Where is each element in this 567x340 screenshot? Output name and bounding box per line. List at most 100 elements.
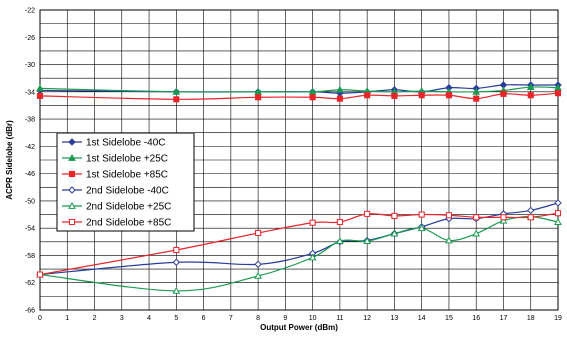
data-point: [308, 87, 317, 95]
data-point: [363, 237, 372, 245]
x-tick-label: 2: [93, 315, 97, 322]
y-tick-label: -46: [25, 171, 35, 178]
legend-marker: [68, 153, 76, 161]
legend: 1st Sidelobe -40C 1st Sidelobe +25C 1st Si…: [56, 132, 195, 232]
x-tick-label: 5: [174, 315, 178, 322]
legend-item: 1st Sidelobe +25C: [62, 154, 168, 165]
legend-label: 2nd Sidelobe +85C: [86, 218, 171, 229]
y-tick-labels: -22 -26 -30 -34 -38 -42 -46 -50 -54 -58 -62 -66: [25, 8, 35, 315]
data-point: [499, 216, 508, 224]
y-tick-label: -30: [25, 62, 35, 69]
data-point: [254, 260, 262, 269]
data-point: [172, 258, 181, 266]
data-point: [418, 92, 425, 99]
x-tick-label: 4: [147, 315, 151, 322]
series-5: [36, 210, 562, 278]
data-point: [254, 271, 262, 279]
data-point: [391, 92, 398, 99]
data-point: [554, 218, 562, 225]
y-tick-label: -42: [25, 144, 35, 151]
y-tick-label: -26: [25, 35, 35, 42]
data-point: [336, 218, 343, 226]
grid-lines: [40, 10, 558, 310]
legend-box: [56, 132, 195, 232]
legend-item: 2nd Sidelobe -40C: [62, 186, 169, 197]
data-point: [554, 199, 562, 207]
x-tick-label: 12: [363, 315, 371, 322]
plot-frame: [39, 9, 559, 311]
data-point: [500, 214, 507, 221]
y-tick-label: -62: [25, 280, 35, 287]
data-point: [309, 94, 316, 101]
x-tick-label: 15: [445, 315, 453, 322]
data-point: [417, 224, 426, 232]
legend-label: 2nd Sidelobe +25C: [86, 202, 171, 213]
data-point: [473, 214, 480, 221]
data-point: [473, 95, 480, 102]
data-point: [500, 90, 507, 97]
x-tick-label: 14: [418, 315, 426, 322]
data-point: [336, 237, 344, 245]
x-tick-label: 1: [65, 315, 69, 322]
y-tick-label: -58: [25, 253, 35, 260]
data-point: [527, 92, 534, 99]
data-point: [36, 271, 44, 278]
x-tick-label: 3: [120, 315, 124, 322]
legend-marker: [68, 138, 76, 146]
data-point: [309, 219, 316, 226]
y-tick-label: -50: [25, 198, 35, 205]
data-point: [445, 236, 453, 244]
data-point: [390, 229, 399, 237]
legend-label: 1st Sidelobe -40C: [86, 138, 166, 149]
x-tick-label: 17: [500, 315, 508, 322]
x-tick-label: 18: [527, 315, 535, 322]
data-point: [418, 211, 425, 218]
legend-item: 2nd Sidelobe +25C: [62, 202, 171, 213]
data-point: [308, 253, 317, 261]
legend-label: 2nd Sidelobe -40C: [86, 186, 169, 197]
legend-item: 1st Sidelobe -40C: [62, 138, 166, 149]
x-tick-labels: 0 1 2 3 4 5 6 7 8 9 10 11 12 13 14 15 16 17 18 19: [38, 315, 562, 322]
data-point: [36, 84, 44, 92]
data-point: [554, 83, 562, 91]
data-point: [254, 87, 262, 95]
series-2: [36, 90, 562, 103]
legend-marker: [68, 186, 76, 194]
x-tick-label: 6: [202, 315, 206, 322]
x-tick-label: 13: [391, 315, 399, 322]
legend-item: 1st Sidelobe +85C: [62, 170, 168, 181]
x-tick-label: 16: [472, 315, 480, 322]
data-point: [472, 229, 481, 237]
data-point: [391, 212, 398, 219]
x-tick-label: 11: [336, 315, 343, 322]
legend-marker: [68, 201, 76, 209]
series-lines: [36, 81, 562, 294]
y-tick-label: -34: [25, 89, 35, 96]
y-tick-label: -54: [25, 226, 35, 233]
x-tick-label: 9: [283, 315, 287, 322]
data-point: [364, 210, 371, 217]
x-tick-label: 0: [38, 315, 42, 322]
data-point: [364, 92, 371, 99]
x-tick-label: 10: [309, 315, 317, 322]
data-point: [172, 286, 181, 294]
legend-label: 1st Sidelobe +85C: [86, 170, 168, 181]
data-point: [172, 87, 181, 95]
data-point: [527, 214, 534, 221]
data-point: [255, 229, 262, 237]
x-tick-label: 7: [229, 315, 233, 322]
data-point: [445, 212, 452, 219]
y-axis-title: ACPR Sidelobe (dBr): [5, 120, 14, 200]
x-axis-title: Output Power (dBm): [260, 323, 338, 332]
y-tick-label: -66: [25, 308, 35, 315]
data-point: [336, 85, 344, 93]
x-tick-label: 8: [256, 315, 260, 322]
legend-marker: [68, 170, 76, 178]
legend-marker: [68, 218, 76, 226]
data-point: [472, 87, 481, 95]
legend-label: 1st Sidelobe +25C: [86, 154, 168, 165]
y-tick-label: -38: [25, 117, 35, 124]
data-point: [445, 92, 452, 99]
data-point: [173, 246, 180, 254]
